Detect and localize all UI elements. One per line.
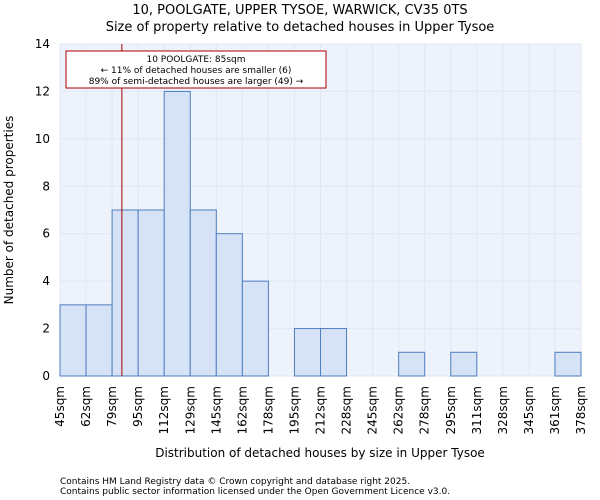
x-tick-label: 95sqm — [131, 386, 145, 427]
bar — [293, 328, 322, 377]
bar — [398, 351, 426, 377]
y-tick-label: 6 — [42, 227, 50, 241]
x-tick-label: 145sqm — [209, 386, 223, 434]
x-tick-label: 378sqm — [574, 386, 588, 434]
x-tick-label: 178sqm — [261, 386, 275, 434]
bar — [554, 351, 582, 377]
bar — [59, 304, 87, 377]
bar — [215, 233, 243, 377]
x-tick-label: 45sqm — [53, 386, 67, 427]
x-tick-label: 311sqm — [470, 386, 484, 434]
bar — [85, 304, 113, 377]
x-tick-label: 62sqm — [79, 386, 93, 427]
bar — [450, 351, 478, 377]
chart-subtitle: Size of property relative to detached ho… — [106, 20, 495, 35]
y-axis-label: Number of detached properties — [2, 116, 16, 305]
x-tick-label: 112sqm — [157, 386, 171, 434]
annotation-larger-text: 89% of semi-detached houses are larger (… — [89, 77, 304, 87]
x-tick-label: 262sqm — [392, 386, 406, 434]
x-tick-label: 245sqm — [366, 386, 380, 434]
annotation-label: 10 POOLGATE: 85sqm — [146, 55, 245, 65]
chart-title: 10, POOLGATE, UPPER TYSOE, WARWICK, CV35… — [132, 3, 467, 18]
y-tick-label: 10 — [35, 132, 50, 146]
x-tick-label: 361sqm — [548, 386, 562, 434]
annotation-smaller-text: ← 11% of detached houses are smaller (6) — [101, 66, 292, 76]
bar — [163, 90, 191, 377]
bar — [189, 209, 217, 377]
x-tick-label: 328sqm — [496, 386, 510, 434]
x-tick-label: 228sqm — [340, 386, 354, 434]
y-tick-label: 14 — [35, 37, 50, 51]
y-tick-label: 12 — [35, 84, 50, 98]
y-tick-label: 8 — [42, 179, 50, 193]
y-tick-label: 4 — [42, 274, 50, 288]
x-tick-label: 195sqm — [287, 386, 301, 434]
x-tick-label: 295sqm — [444, 386, 458, 434]
x-axis-ticks: 45sqm 62sqm 79sqm 95sqm 112sqm 129sqm 145sqm 16… — [53, 386, 588, 434]
y-tick-label: 2 — [42, 322, 50, 336]
bar — [320, 328, 348, 377]
marker-annotation: 10 POOLGATE: 85sqm ← 11% of detached hou… — [65, 50, 327, 89]
y-axis-ticks: 0 2 4 6 8 10 12 14 — [35, 37, 50, 383]
x-tick-label: 79sqm — [105, 386, 119, 427]
x-tick-label: 212sqm — [314, 386, 328, 434]
bar — [111, 209, 139, 377]
y-tick-label: 0 — [42, 369, 50, 383]
x-tick-label: 345sqm — [522, 386, 536, 434]
bar — [241, 280, 269, 377]
bars-group — [59, 90, 582, 377]
bar — [137, 209, 165, 377]
x-axis-label: Distribution of detached houses by size … — [155, 446, 485, 460]
annotation-box — [65, 50, 327, 89]
footer-licence: Contains public sector information licen… — [60, 487, 450, 497]
x-tick-label: 129sqm — [183, 386, 197, 434]
x-tick-label: 278sqm — [418, 386, 432, 434]
x-tick-label: 162sqm — [235, 386, 249, 434]
footer-copyright: Contains HM Land Registry data © Crown c… — [60, 477, 410, 487]
